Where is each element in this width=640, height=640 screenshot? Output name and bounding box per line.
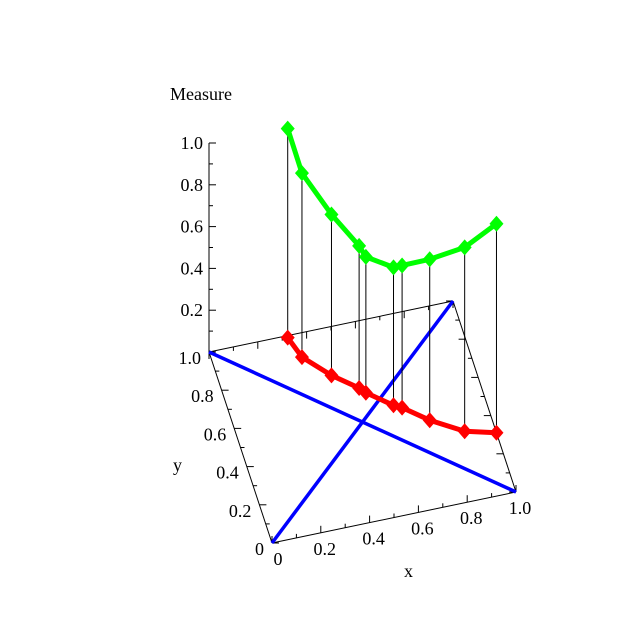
floor-series-point <box>324 367 339 384</box>
x-tick-label: 0.8 <box>460 508 483 528</box>
floor-series-point <box>422 412 437 429</box>
z-tick-label: 0.8 <box>181 175 204 195</box>
y-tick-label: 0.2 <box>229 501 252 521</box>
y-tick-label: 0.8 <box>191 386 214 406</box>
diagonal-lines <box>208 299 517 545</box>
floor-series-line <box>285 336 497 436</box>
z-axis-label: Measure <box>170 84 232 104</box>
measure-series-point <box>422 251 437 268</box>
z-tick-label: 0.2 <box>181 300 204 320</box>
x-axis-label: x <box>404 561 413 581</box>
diagonal-line <box>208 350 517 494</box>
floor-series-point <box>489 424 504 441</box>
measure-series-point <box>457 239 472 256</box>
measure-series-point <box>280 120 295 137</box>
z-tick-label: 0.6 <box>181 217 204 237</box>
floor-series-point <box>280 329 295 346</box>
x-tick-label: 0 <box>274 549 283 569</box>
measure-series-point <box>358 248 373 265</box>
floor-series-point <box>358 384 373 401</box>
y-tick-label: 0.4 <box>216 463 239 483</box>
measure-series-line <box>285 127 498 270</box>
floor-series-point <box>395 399 410 416</box>
floor-series-point <box>457 423 472 440</box>
drop-lines <box>287 128 497 433</box>
x-tick-label: 0.4 <box>362 529 385 549</box>
x-tick-label: 1.0 <box>509 498 532 518</box>
y-axis-label: y <box>173 455 182 475</box>
measure-series-point <box>395 257 410 274</box>
measure-series-point <box>294 165 309 182</box>
axes-frame <box>208 143 517 544</box>
z-tick-label: 1.0 <box>181 133 204 153</box>
y-tick-label: 1.0 <box>179 348 202 368</box>
measure-series <box>280 120 504 276</box>
floor-series-point <box>294 349 309 366</box>
measure-series-point <box>489 215 504 232</box>
y-tick-label: 0 <box>255 539 264 559</box>
z-tick-label: 0.4 <box>181 258 204 278</box>
x-tick-label: 0.2 <box>314 539 337 559</box>
x-tick-label: 0.6 <box>411 518 434 538</box>
tick-labels: 00.20.40.60.81.000.20.40.60.81.00.20.40.… <box>179 133 532 569</box>
axis-ticks <box>208 142 517 544</box>
y-tick-label: 0.6 <box>204 424 227 444</box>
floor-series <box>280 329 504 441</box>
measure-series-point <box>324 206 339 223</box>
measure-series-point <box>352 237 367 254</box>
